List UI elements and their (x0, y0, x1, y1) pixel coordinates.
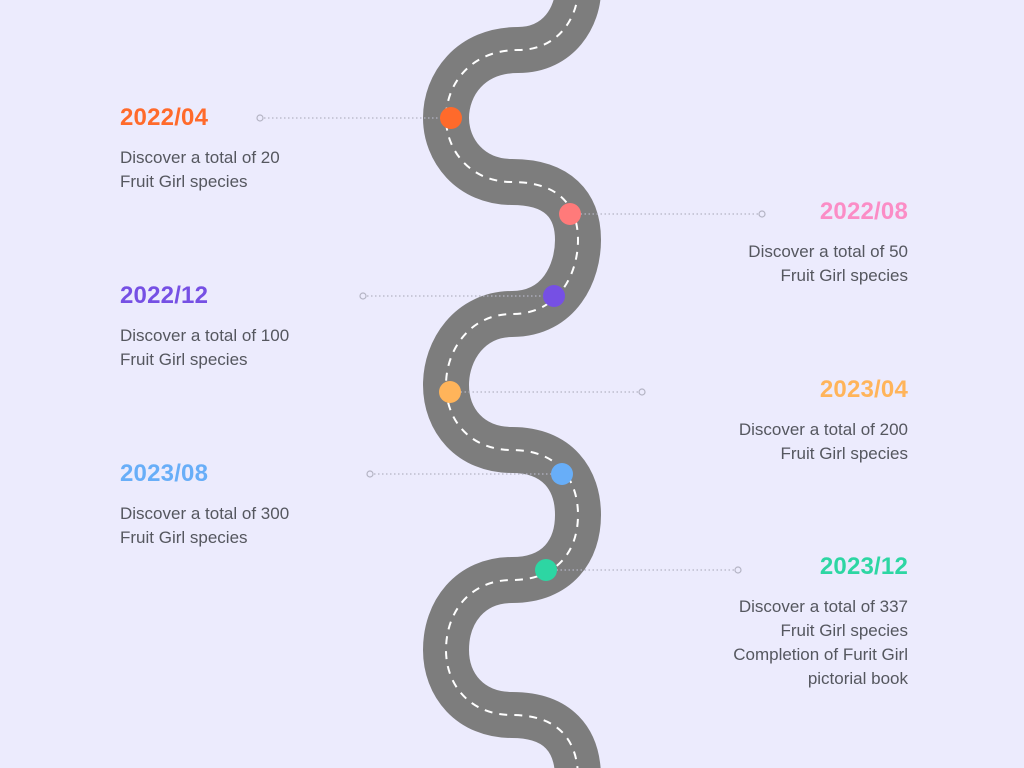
milestone-dot (439, 381, 461, 403)
description-line: Fruit Girl species (120, 528, 248, 547)
milestone-2023-04: 2023/04 Discover a total of 200 Fruit Girl… (608, 375, 908, 466)
description-line: Discover a total of 300 (120, 504, 290, 523)
milestone-dot (559, 203, 581, 225)
milestone-2022-04: 2022/04 Discover a total of 20 Fruit Girl … (120, 103, 420, 194)
connector-endpoint (734, 566, 742, 574)
milestone-dot (543, 285, 565, 307)
connector-endpoint (758, 210, 766, 218)
description-line: Fruit Girl species (780, 621, 908, 640)
milestone-dot (535, 559, 557, 581)
milestone-2023-12: 2023/12 Discover a total of 337 Fruit Girl… (608, 552, 908, 691)
milestone-dot (440, 107, 462, 129)
milestone-description: Discover a total of 200 Fruit Girl specie… (608, 418, 908, 466)
milestone-2023-08: 2023/08 Discover a total of 300 Fruit Girl… (120, 459, 420, 550)
milestone-description: Discover a total of 337 Fruit Girl specie… (608, 595, 908, 691)
milestone-description: Discover a total of 100 Fruit Girl specie… (120, 324, 420, 372)
description-line: Discover a total of 100 (120, 326, 290, 345)
milestone-date: 2023/12 (819, 553, 908, 580)
connector-endpoint (256, 114, 264, 122)
winding-road (422, 0, 602, 768)
milestone-date: 2022/12 (120, 282, 209, 309)
description-line: pictorial book (807, 669, 908, 688)
connectors (256, 114, 766, 574)
connector-endpoint (366, 470, 374, 478)
milestone-description: Discover a total of 300 Fruit Girl specie… (120, 502, 420, 550)
connector-endpoint (359, 292, 367, 300)
milestone-description: Discover a total of 20 Fruit Girl species (120, 146, 420, 194)
description-line: Discover a total of 200 (738, 420, 908, 439)
milestone-2022-08: 2022/08 Discover a total of 50 Fruit Girl … (608, 197, 908, 288)
milestone-description: Discover a total of 50 Fruit Girl species (608, 240, 908, 288)
description-line: Fruit Girl species (780, 444, 908, 463)
connector-endpoint (638, 388, 646, 396)
description-line: Discover a total of 20 (120, 148, 280, 167)
milestone-2022-12: 2022/12 Discover a total of 100 Fruit Girl… (120, 281, 420, 372)
milestone-date: 2022/04 (120, 104, 209, 131)
description-line: Discover a total of 337 (738, 597, 908, 616)
milestone-dots (439, 107, 581, 581)
description-line: Completion of Furit Girl (733, 645, 908, 664)
road (422, 0, 602, 768)
milestone-date: 2023/08 (120, 460, 209, 487)
description-line: Fruit Girl species (120, 350, 248, 369)
milestone-date: 2023/04 (819, 376, 908, 403)
milestone-dot (551, 463, 573, 485)
description-line: Fruit Girl species (780, 266, 908, 285)
description-line: Fruit Girl species (120, 172, 248, 191)
description-line: Discover a total of 50 (748, 242, 908, 261)
milestone-date: 2022/08 (819, 198, 908, 225)
